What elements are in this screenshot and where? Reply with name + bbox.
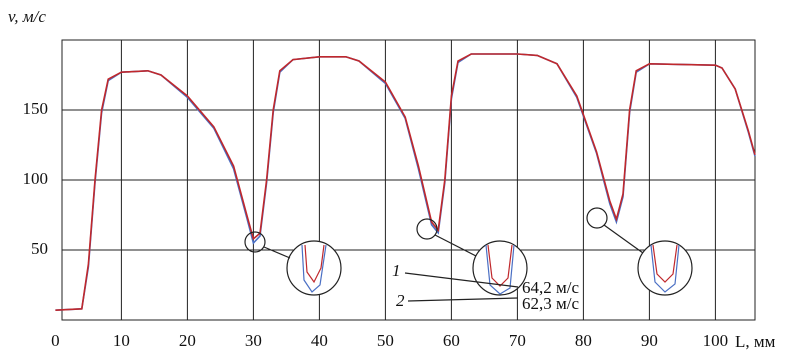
y-axis-label: v, м/с (8, 7, 46, 26)
plot: 50 100 150 0 10 20 30 40 50 60 70 80 90 100 (23, 39, 756, 350)
x-tick-label: 20 (179, 331, 196, 350)
x-tick-label: 80 (575, 331, 592, 350)
annotation: 62,3 м/с (522, 294, 579, 313)
x-tick-label: 0 (51, 331, 60, 350)
x-tick-label: 40 (311, 331, 328, 350)
x-tick-label: 60 (443, 331, 460, 350)
y-tick-label: 50 (31, 239, 48, 258)
x-tick-label: 70 (509, 331, 526, 350)
x-tick-label: 10 (113, 331, 130, 350)
x-axis-label: L, мм (735, 332, 776, 351)
series-label: 1 (392, 261, 401, 280)
x-tick-label: 30 (245, 331, 262, 350)
series-label: 2 (396, 291, 405, 310)
annotation: 64,2 м/с (522, 278, 579, 297)
x-tick-label: 100 (703, 331, 729, 350)
x-tick-label: 90 (641, 331, 658, 350)
y-tick-label: 100 (23, 169, 49, 188)
series-line (55, 53, 756, 311)
x-tick-label: 50 (377, 331, 394, 350)
y-tick-label: 150 (23, 99, 49, 118)
zoom-insets (244, 207, 693, 302)
